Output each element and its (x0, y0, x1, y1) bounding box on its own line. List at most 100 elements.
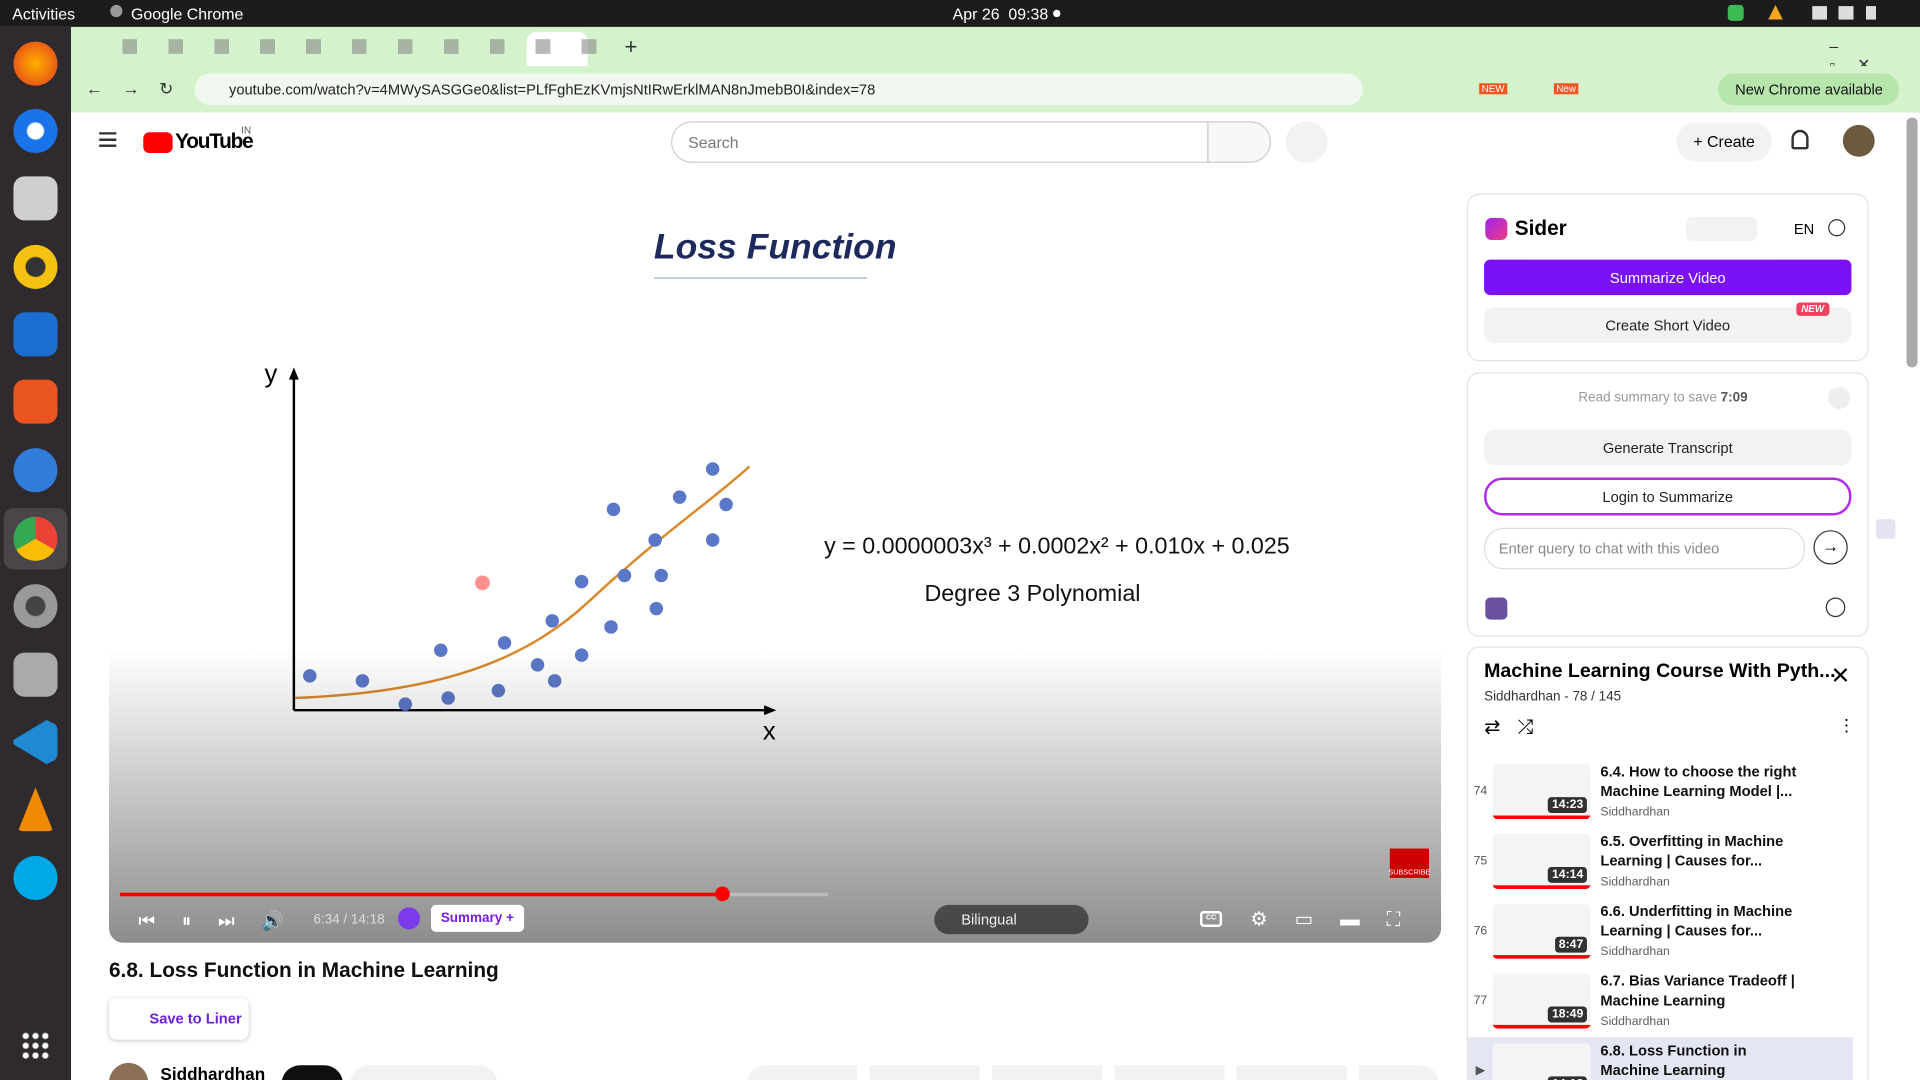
item-channel: Siddhardhan (1600, 945, 1670, 959)
yt-logo[interactable]: YouTube (175, 129, 254, 154)
item-index: ▶ (1475, 1064, 1486, 1078)
video-player[interactable]: SUBSCRIBE Loss Function y x y = 0.000000… (108, 171, 1442, 943)
playlist-item[interactable]: 75 14:14 6.5. Overfitting in Machine Learn… (1468, 828, 1852, 898)
tray-icon (1727, 4, 1744, 21)
channel-avatar[interactable] (108, 1062, 149, 1080)
omnibox[interactable]: youtube.com/watch?v=4MWySASGGe0&list=PLf… (194, 73, 1363, 106)
chat-input[interactable]: Enter query to chat with this video (1484, 527, 1805, 570)
view-switch[interactable] (1686, 216, 1758, 242)
bilingual-toggle[interactable]: Bilingual (934, 904, 1089, 935)
scrollbar[interactable] (1906, 117, 1918, 368)
search-box[interactable]: Search (671, 121, 1209, 163)
summarize-button[interactable]: Summarize Video (1484, 259, 1852, 296)
player-right-buttons[interactable]: ⚙▭▬⛶ (1250, 909, 1428, 931)
playlist-item[interactable]: 74 14:23 6.4. How to choose the right Mach… (1468, 758, 1852, 828)
new-tab[interactable]: + (624, 34, 638, 59)
more[interactable]: ⋮ (1837, 715, 1856, 735)
mic[interactable] (1285, 121, 1328, 163)
item-title: 6.5. Overfitting in Machine Learning | C… (1600, 832, 1784, 870)
badge: NEW (1479, 83, 1507, 95)
files[interactable] (13, 176, 58, 221)
cc[interactable]: CC (1200, 911, 1223, 927)
dot (654, 568, 668, 583)
tab-icons[interactable] (122, 39, 601, 54)
system-tray[interactable] (1812, 6, 1911, 20)
thumbnail: 14:14 (1492, 833, 1591, 889)
action-buttons[interactable] (746, 1065, 1439, 1080)
profile[interactable] (1825, 597, 1846, 618)
short-video-button[interactable]: Create Short Video (1484, 307, 1852, 343)
nav-buttons[interactable]: ←→↻ (85, 78, 194, 98)
rhythmbox[interactable] (13, 244, 58, 289)
create[interactable]: + Create (1676, 122, 1772, 162)
subscribed-button[interactable] (350, 1065, 498, 1080)
item-index: 76 (1473, 924, 1488, 938)
playback-buttons[interactable]: ⏮⏸⏭🔊 (138, 911, 312, 932)
settings[interactable] (1828, 219, 1846, 237)
dot (497, 636, 512, 650)
playlist-item[interactable]: 76 8:47 6.6. Underfitting in Machine Learn… (1468, 898, 1852, 968)
equation: y = 0.0000003x³ + 0.0002x² + 0.010x + 0.… (824, 533, 1290, 560)
close[interactable]: ✕ (1830, 663, 1851, 690)
thumbnail: 18:49 (1492, 973, 1591, 1029)
menu[interactable] (99, 132, 117, 147)
thumbnail: 14:23 (1492, 764, 1591, 820)
dot (672, 490, 687, 504)
help[interactable] (13, 448, 58, 493)
url[interactable]: youtube.com/watch?v=4MWySASGGe0&list=PLf… (228, 80, 876, 98)
item-title: 6.4. How to choose the right Machine Lea… (1600, 762, 1797, 800)
dot (545, 614, 559, 628)
yt-icon (143, 132, 173, 154)
duration: 14:14 (1548, 866, 1587, 883)
chrome[interactable] (13, 516, 58, 561)
save-to-liner[interactable]: Save to Liner (109, 998, 249, 1040)
tray-icon (1768, 4, 1783, 20)
app-menu[interactable]: Google Chrome (131, 4, 244, 24)
vscode[interactable] (13, 720, 58, 765)
liner-icon[interactable] (397, 907, 421, 930)
language[interactable]: EN (1793, 220, 1815, 238)
playlist-item[interactable]: 77 18:49 6.7. Bias Variance Tradeoff | Mac… (1468, 967, 1852, 1037)
slide: SUBSCRIBE (108, 277, 1442, 943)
login-button[interactable]: Login to Summarize (1484, 477, 1852, 516)
firefox[interactable] (13, 41, 58, 86)
item-channel: Siddhardhan (1600, 875, 1670, 889)
scrubber[interactable] (715, 886, 730, 902)
playlist-title[interactable]: Machine Learning Course With Pyth... (1484, 661, 1836, 683)
settings[interactable] (13, 584, 58, 629)
notifications[interactable] (1791, 129, 1809, 150)
search-app[interactable] (13, 652, 58, 697)
item-title: 6.8. Loss Function in Machine Learning (1600, 1042, 1747, 1079)
video-title: 6.8. Loss Function in Machine Learning (108, 958, 499, 983)
vlc[interactable] (17, 787, 54, 832)
writer[interactable] (13, 312, 58, 357)
clock[interactable]: Apr 26 09:38 (952, 4, 1049, 24)
side-tab[interactable] (1875, 519, 1896, 539)
avatar[interactable] (1842, 124, 1875, 157)
join-button[interactable] (281, 1065, 343, 1080)
item-channel: Siddhardhan (1600, 1015, 1670, 1029)
summary-button[interactable]: Summary + (431, 904, 524, 932)
software[interactable] (13, 379, 58, 424)
transcript-button[interactable]: Generate Transcript (1484, 429, 1852, 466)
search-button[interactable] (1207, 121, 1272, 163)
tab-bar: + –▫✕ (71, 26, 1920, 73)
thumb-progress (1492, 1024, 1591, 1029)
send[interactable]: → (1813, 530, 1848, 565)
search-placeholder: Search (688, 133, 739, 152)
thunderbird[interactable] (13, 108, 58, 154)
subscribe[interactable]: SUBSCRIBE (1388, 867, 1430, 876)
progress[interactable] (120, 892, 723, 897)
item-index: 77 (1473, 994, 1488, 1008)
app-grid[interactable] (20, 1031, 51, 1061)
os-topbar: Activities Google Chrome Apr 26 09:38 (0, 0, 1920, 27)
update-button[interactable]: New Chrome available (1717, 73, 1900, 106)
collapse[interactable] (1828, 386, 1851, 409)
channel[interactable]: Siddhardhan (160, 1064, 266, 1080)
sider-mini[interactable] (1485, 597, 1508, 620)
activities[interactable]: Activities (12, 4, 76, 24)
skype[interactable] (13, 855, 58, 901)
read-summary-text: Read summary to save (1578, 390, 1717, 406)
loop-shuffle[interactable]: ⇄⤮ (1484, 717, 1551, 739)
playlist-item[interactable]: ▶ 14:18 6.8. Loss Function in Machine Lear… (1468, 1037, 1853, 1080)
